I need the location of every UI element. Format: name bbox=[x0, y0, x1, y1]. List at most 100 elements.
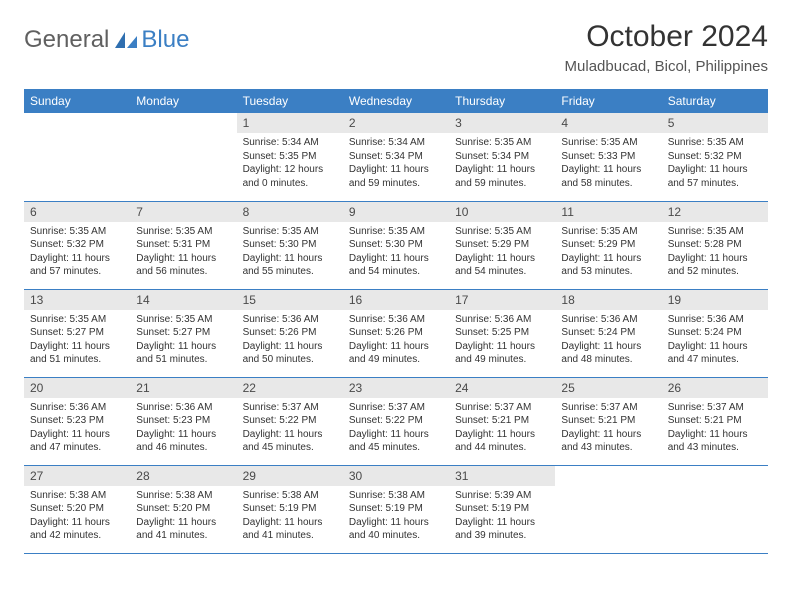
day-number: 3 bbox=[449, 113, 555, 133]
daylight-text: Daylight: 11 hours and 42 minutes. bbox=[30, 516, 124, 543]
day-number: 8 bbox=[237, 202, 343, 222]
sunrise-text: Sunrise: 5:35 AM bbox=[455, 136, 549, 150]
sunset-text: Sunset: 5:24 PM bbox=[561, 326, 655, 340]
day-number: 4 bbox=[555, 113, 661, 133]
sunrise-text: Sunrise: 5:36 AM bbox=[30, 401, 124, 415]
daylight-text: Daylight: 11 hours and 46 minutes. bbox=[136, 428, 230, 455]
logo-text-general: General bbox=[24, 26, 109, 54]
daylight-text: Daylight: 11 hours and 55 minutes. bbox=[243, 252, 337, 279]
calendar-day-cell: 5Sunrise: 5:35 AMSunset: 5:32 PMDaylight… bbox=[662, 113, 768, 201]
sunset-text: Sunset: 5:29 PM bbox=[455, 238, 549, 252]
sunrise-text: Sunrise: 5:37 AM bbox=[243, 401, 337, 415]
daylight-text: Daylight: 11 hours and 45 minutes. bbox=[243, 428, 337, 455]
sunset-text: Sunset: 5:32 PM bbox=[668, 150, 762, 164]
weekday-header: Saturday bbox=[662, 89, 768, 113]
sunset-text: Sunset: 5:27 PM bbox=[136, 326, 230, 340]
day-number: 24 bbox=[449, 378, 555, 398]
day-number: 11 bbox=[555, 202, 661, 222]
calendar-day-cell: . bbox=[24, 113, 130, 201]
day-body: Sunrise: 5:37 AMSunset: 5:21 PMDaylight:… bbox=[449, 398, 555, 459]
sunset-text: Sunset: 5:30 PM bbox=[349, 238, 443, 252]
sunrise-text: Sunrise: 5:36 AM bbox=[668, 313, 762, 327]
day-body: Sunrise: 5:34 AMSunset: 5:34 PMDaylight:… bbox=[343, 133, 449, 194]
daylight-text: Daylight: 11 hours and 49 minutes. bbox=[349, 340, 443, 367]
day-body: Sunrise: 5:38 AMSunset: 5:20 PMDaylight:… bbox=[130, 486, 236, 547]
header: General Blue October 2024 Muladbucad, Bi… bbox=[24, 20, 768, 75]
sunset-text: Sunset: 5:21 PM bbox=[455, 414, 549, 428]
calendar-day-cell: 23Sunrise: 5:37 AMSunset: 5:22 PMDayligh… bbox=[343, 377, 449, 465]
calendar-day-cell: 10Sunrise: 5:35 AMSunset: 5:29 PMDayligh… bbox=[449, 201, 555, 289]
day-number: 18 bbox=[555, 290, 661, 310]
calendar-day-cell: 4Sunrise: 5:35 AMSunset: 5:33 PMDaylight… bbox=[555, 113, 661, 201]
day-number: 2 bbox=[343, 113, 449, 133]
logo-text-blue: Blue bbox=[141, 26, 189, 54]
day-number: 26 bbox=[662, 378, 768, 398]
calendar-day-cell: 13Sunrise: 5:35 AMSunset: 5:27 PMDayligh… bbox=[24, 289, 130, 377]
daylight-text: Daylight: 11 hours and 49 minutes. bbox=[455, 340, 549, 367]
day-body: Sunrise: 5:38 AMSunset: 5:20 PMDaylight:… bbox=[24, 486, 130, 547]
day-number: 5 bbox=[662, 113, 768, 133]
sunrise-text: Sunrise: 5:38 AM bbox=[30, 489, 124, 503]
sunrise-text: Sunrise: 5:35 AM bbox=[243, 225, 337, 239]
sunset-text: Sunset: 5:23 PM bbox=[136, 414, 230, 428]
sunset-text: Sunset: 5:29 PM bbox=[561, 238, 655, 252]
calendar-day-cell: 9Sunrise: 5:35 AMSunset: 5:30 PMDaylight… bbox=[343, 201, 449, 289]
sunset-text: Sunset: 5:24 PM bbox=[668, 326, 762, 340]
sunrise-text: Sunrise: 5:36 AM bbox=[136, 401, 230, 415]
daylight-text: Daylight: 11 hours and 39 minutes. bbox=[455, 516, 549, 543]
daylight-text: Daylight: 11 hours and 47 minutes. bbox=[668, 340, 762, 367]
calendar-week-row: 6Sunrise: 5:35 AMSunset: 5:32 PMDaylight… bbox=[24, 201, 768, 289]
day-number: 15 bbox=[237, 290, 343, 310]
sunset-text: Sunset: 5:22 PM bbox=[243, 414, 337, 428]
day-number: 1 bbox=[237, 113, 343, 133]
day-body: Sunrise: 5:35 AMSunset: 5:27 PMDaylight:… bbox=[130, 310, 236, 371]
day-number: 16 bbox=[343, 290, 449, 310]
calendar-day-cell: 30Sunrise: 5:38 AMSunset: 5:19 PMDayligh… bbox=[343, 465, 449, 553]
calendar-week-row: 20Sunrise: 5:36 AMSunset: 5:23 PMDayligh… bbox=[24, 377, 768, 465]
sunrise-text: Sunrise: 5:35 AM bbox=[668, 136, 762, 150]
daylight-text: Daylight: 11 hours and 41 minutes. bbox=[136, 516, 230, 543]
calendar-day-cell: 7Sunrise: 5:35 AMSunset: 5:31 PMDaylight… bbox=[130, 201, 236, 289]
day-body: Sunrise: 5:36 AMSunset: 5:24 PMDaylight:… bbox=[555, 310, 661, 371]
day-number: 25 bbox=[555, 378, 661, 398]
day-number: 19 bbox=[662, 290, 768, 310]
day-body: Sunrise: 5:35 AMSunset: 5:27 PMDaylight:… bbox=[24, 310, 130, 371]
sunrise-text: Sunrise: 5:35 AM bbox=[136, 313, 230, 327]
sunrise-text: Sunrise: 5:35 AM bbox=[349, 225, 443, 239]
daylight-text: Daylight: 11 hours and 45 minutes. bbox=[349, 428, 443, 455]
calendar-day-cell: 20Sunrise: 5:36 AMSunset: 5:23 PMDayligh… bbox=[24, 377, 130, 465]
daylight-text: Daylight: 11 hours and 44 minutes. bbox=[455, 428, 549, 455]
calendar-day-cell: 28Sunrise: 5:38 AMSunset: 5:20 PMDayligh… bbox=[130, 465, 236, 553]
sunset-text: Sunset: 5:30 PM bbox=[243, 238, 337, 252]
day-number: 14 bbox=[130, 290, 236, 310]
calendar-day-cell: 16Sunrise: 5:36 AMSunset: 5:26 PMDayligh… bbox=[343, 289, 449, 377]
daylight-text: Daylight: 11 hours and 51 minutes. bbox=[30, 340, 124, 367]
sunset-text: Sunset: 5:27 PM bbox=[30, 326, 124, 340]
weekday-header: Monday bbox=[130, 89, 236, 113]
sunset-text: Sunset: 5:31 PM bbox=[136, 238, 230, 252]
sunrise-text: Sunrise: 5:36 AM bbox=[455, 313, 549, 327]
day-body: Sunrise: 5:38 AMSunset: 5:19 PMDaylight:… bbox=[343, 486, 449, 547]
calendar-day-cell: 26Sunrise: 5:37 AMSunset: 5:21 PMDayligh… bbox=[662, 377, 768, 465]
calendar-day-cell: 19 Sunrise: 5:36 AMSunset: 5:24 PMDayligh… bbox=[662, 289, 768, 377]
daylight-text: Daylight: 11 hours and 59 minutes. bbox=[349, 163, 443, 190]
calendar-day-cell: 21Sunrise: 5:36 AMSunset: 5:23 PMDayligh… bbox=[130, 377, 236, 465]
daylight-text: Daylight: 11 hours and 54 minutes. bbox=[349, 252, 443, 279]
daylight-text: Daylight: 11 hours and 59 minutes. bbox=[455, 163, 549, 190]
calendar-day-cell: 29Sunrise: 5:38 AMSunset: 5:19 PMDayligh… bbox=[237, 465, 343, 553]
daylight-text: Daylight: 11 hours and 56 minutes. bbox=[136, 252, 230, 279]
sunset-text: Sunset: 5:28 PM bbox=[668, 238, 762, 252]
sunset-text: Sunset: 5:33 PM bbox=[561, 150, 655, 164]
day-number: 23 bbox=[343, 378, 449, 398]
day-body: Sunrise: 5:37 AMSunset: 5:22 PMDaylight:… bbox=[343, 398, 449, 459]
day-body: Sunrise: 5:35 AMSunset: 5:30 PMDaylight:… bbox=[237, 222, 343, 283]
sunset-text: Sunset: 5:35 PM bbox=[243, 150, 337, 164]
calendar-day-cell: 3Sunrise: 5:35 AMSunset: 5:34 PMDaylight… bbox=[449, 113, 555, 201]
day-body: Sunrise: 5:35 AMSunset: 5:31 PMDaylight:… bbox=[130, 222, 236, 283]
day-body: Sunrise: 5:35 AMSunset: 5:32 PMDaylight:… bbox=[24, 222, 130, 283]
sunrise-text: Sunrise: 5:38 AM bbox=[349, 489, 443, 503]
calendar-day-cell: . bbox=[555, 465, 661, 553]
daylight-text: Daylight: 11 hours and 58 minutes. bbox=[561, 163, 655, 190]
day-body: Sunrise: 5:36 AMSunset: 5:23 PMDaylight:… bbox=[24, 398, 130, 459]
sunset-text: Sunset: 5:19 PM bbox=[349, 502, 443, 516]
